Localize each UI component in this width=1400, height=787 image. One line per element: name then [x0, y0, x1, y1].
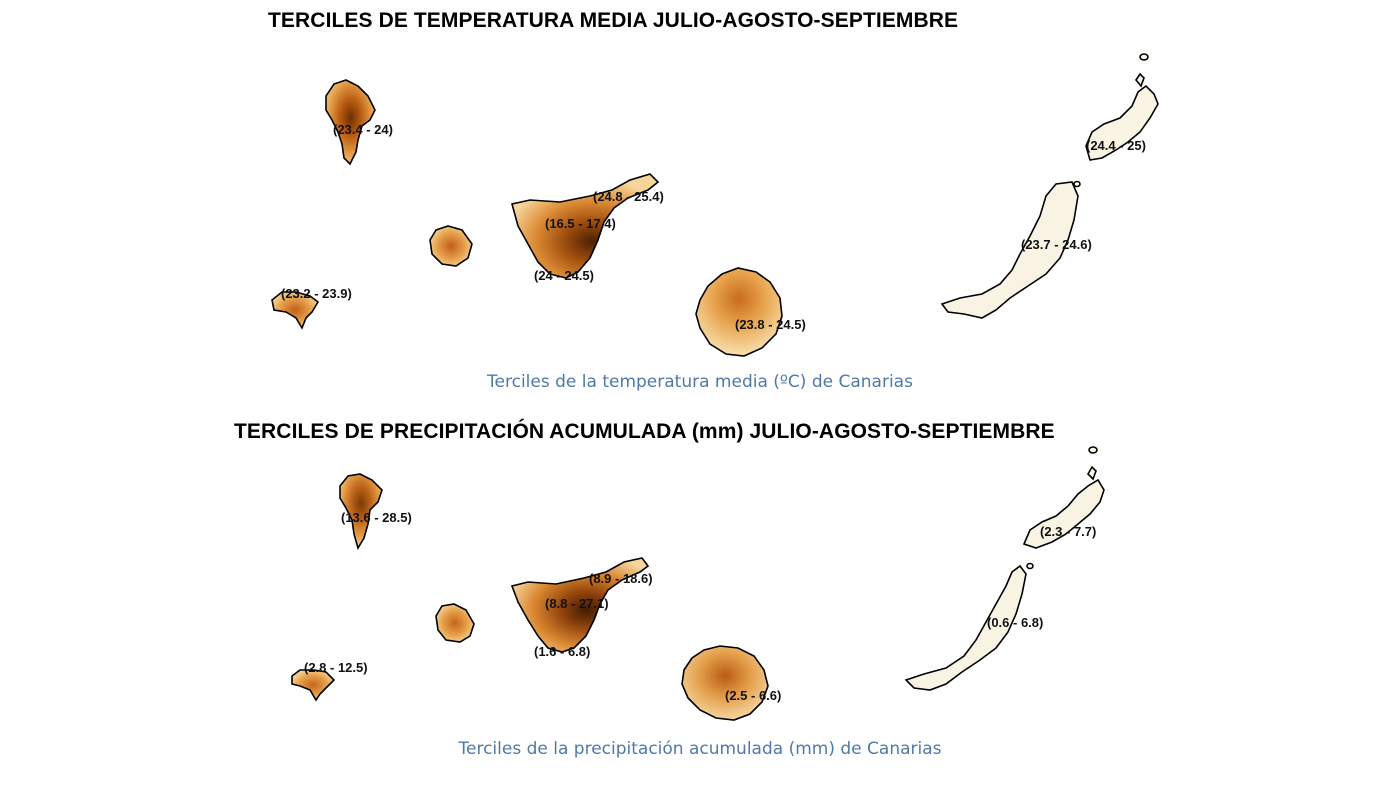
precip-label-la-palma: (13.6 - 28.5)	[341, 510, 412, 525]
temperature-map-title: TERCILES DE TEMPERATURA MEDIA JULIO-AGOS…	[268, 9, 959, 32]
temp-label-tenerife-south: (24 - 24.5)	[534, 268, 594, 283]
island-tenerife	[511, 173, 660, 279]
island-la-gomera	[435, 603, 475, 643]
islet-la-graciosa	[1135, 72, 1145, 88]
island-lanzarote	[1085, 84, 1159, 161]
temp-label-fuerteventura: (23.7 - 24.6)	[1021, 237, 1092, 252]
precip-label-tenerife-north: (8.9 - 18.6)	[589, 571, 653, 586]
precip-label-tenerife-center: (8.8 - 27.1)	[545, 596, 609, 611]
precip-label-fuerteventura: (0.6 - 6.8)	[987, 615, 1043, 630]
island-lanzarote	[1022, 478, 1105, 549]
temp-label-lanzarote: (24.4 - 25)	[1086, 138, 1146, 153]
temp-label-gran-canaria: (23.8 - 24.5)	[735, 317, 806, 332]
precipitation-map-title: TERCILES DE PRECIPITACIÓN ACUMULADA (mm)…	[234, 420, 1055, 443]
island-el-hierro	[271, 291, 320, 330]
temperature-map: (23.4 - 24) (23.2 - 23.9) (24.8 - 25.4) …	[271, 53, 1159, 357]
island-la-gomera	[429, 225, 473, 267]
island-la-palma	[325, 79, 376, 166]
precip-label-tenerife-south: (1.6 - 6.8)	[534, 644, 590, 659]
temp-label-el-hierro: (23.2 - 23.9)	[281, 286, 352, 301]
temp-label-tenerife-north: (24.8 - 25.4)	[593, 189, 664, 204]
island-el-hierro	[291, 669, 336, 702]
temp-label-la-palma: (23.4 - 24)	[333, 122, 393, 137]
islet-lobos	[1073, 180, 1081, 188]
island-tenerife	[510, 557, 650, 653]
islet-alegranza	[1088, 446, 1098, 454]
temp-label-tenerife-center: (16.5 - 17.4)	[545, 216, 616, 231]
island-la-palma	[339, 473, 383, 550]
precipitation-map-caption: Terciles de la precipitación acumulada (…	[458, 739, 942, 759]
island-gran-canaria	[681, 645, 769, 721]
island-fuerteventura	[940, 181, 1079, 319]
islet-la-graciosa	[1087, 465, 1097, 481]
islet-lobos	[1026, 562, 1034, 570]
island-gran-canaria	[695, 267, 783, 357]
precip-label-el-hierro: (2.8 - 12.5)	[304, 660, 368, 675]
temperature-map-caption: Terciles de la temperatura media (ºC) de…	[487, 372, 913, 392]
islet-alegranza	[1139, 53, 1149, 61]
precip-label-lanzarote: (2.3 - 7.7)	[1040, 524, 1096, 539]
precipitation-map: (13.6 - 28.5) (2.8 - 12.5) (8.9 - 18.6) …	[291, 446, 1105, 721]
precip-label-gran-canaria: (2.5 - 6.6)	[725, 688, 781, 703]
island-fuerteventura	[904, 564, 1027, 691]
